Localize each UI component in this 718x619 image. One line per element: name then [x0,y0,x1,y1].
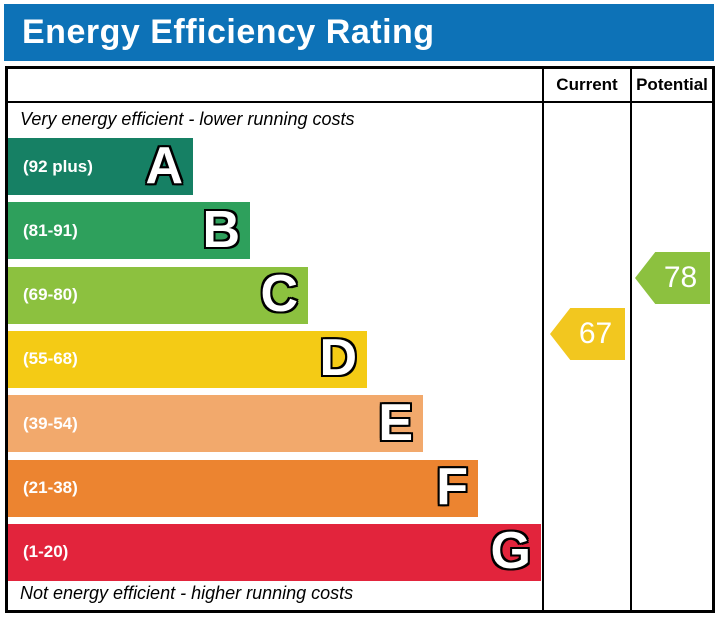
band-range-label: (1-20) [23,542,69,562]
band-row-a: (92 plus) A [8,138,193,195]
current-column-label: Current [556,75,618,94]
band-row-g: (1-20) G [8,522,541,581]
potential-rating-arrow: 78 [635,252,710,304]
band-range-label: (81-91) [23,220,78,240]
band-row-f: (21-38) F [8,457,478,517]
band-range-label: (69-80) [23,285,78,305]
band-letter: C [260,265,298,324]
table-header-row: Current Potential [8,69,712,103]
header-cell-potential: Potential [630,69,712,101]
current-cell: 67 [542,103,630,610]
current-rating-value: 67 [578,317,613,350]
band-letter: A [145,136,183,195]
bands-area: Very energy efficient - lower running co… [8,103,542,610]
band-letter: E [378,393,413,452]
band-letter: F [436,457,468,516]
band-range-label: (39-54) [23,413,78,433]
band-range-label: (92 plus) [23,156,93,176]
caption-bottom: Not energy efficient - higher running co… [20,583,354,603]
potential-cell: 78 [630,103,712,610]
potential-column-label: Potential [636,75,708,94]
band-row-d: (55-68) D [8,329,367,388]
header-bar: Energy Efficiency Rating [4,4,714,61]
band-range-label: (21-38) [23,478,78,497]
band-letter: D [319,329,357,388]
potential-rating-value: 78 [663,261,698,294]
header-cell-chart [8,69,542,101]
band-row-e: (39-54) E [8,393,423,453]
band-row-c: (69-80) C [8,265,308,324]
header-cell-current: Current [542,69,630,101]
page-title: Energy Efficiency Rating [22,13,435,51]
band-letter: G [490,522,531,581]
rating-table: Current Potential Very energy efficient … [5,66,715,613]
band-letter: B [202,200,240,259]
current-rating-arrow: 67 [550,308,625,360]
table-body-row: Very energy efficient - lower running co… [8,103,712,610]
band-row-b: (81-91) B [8,200,250,260]
band-range-label: (55-68) [23,349,78,369]
caption-top: Very energy efficient - lower running co… [20,109,355,129]
